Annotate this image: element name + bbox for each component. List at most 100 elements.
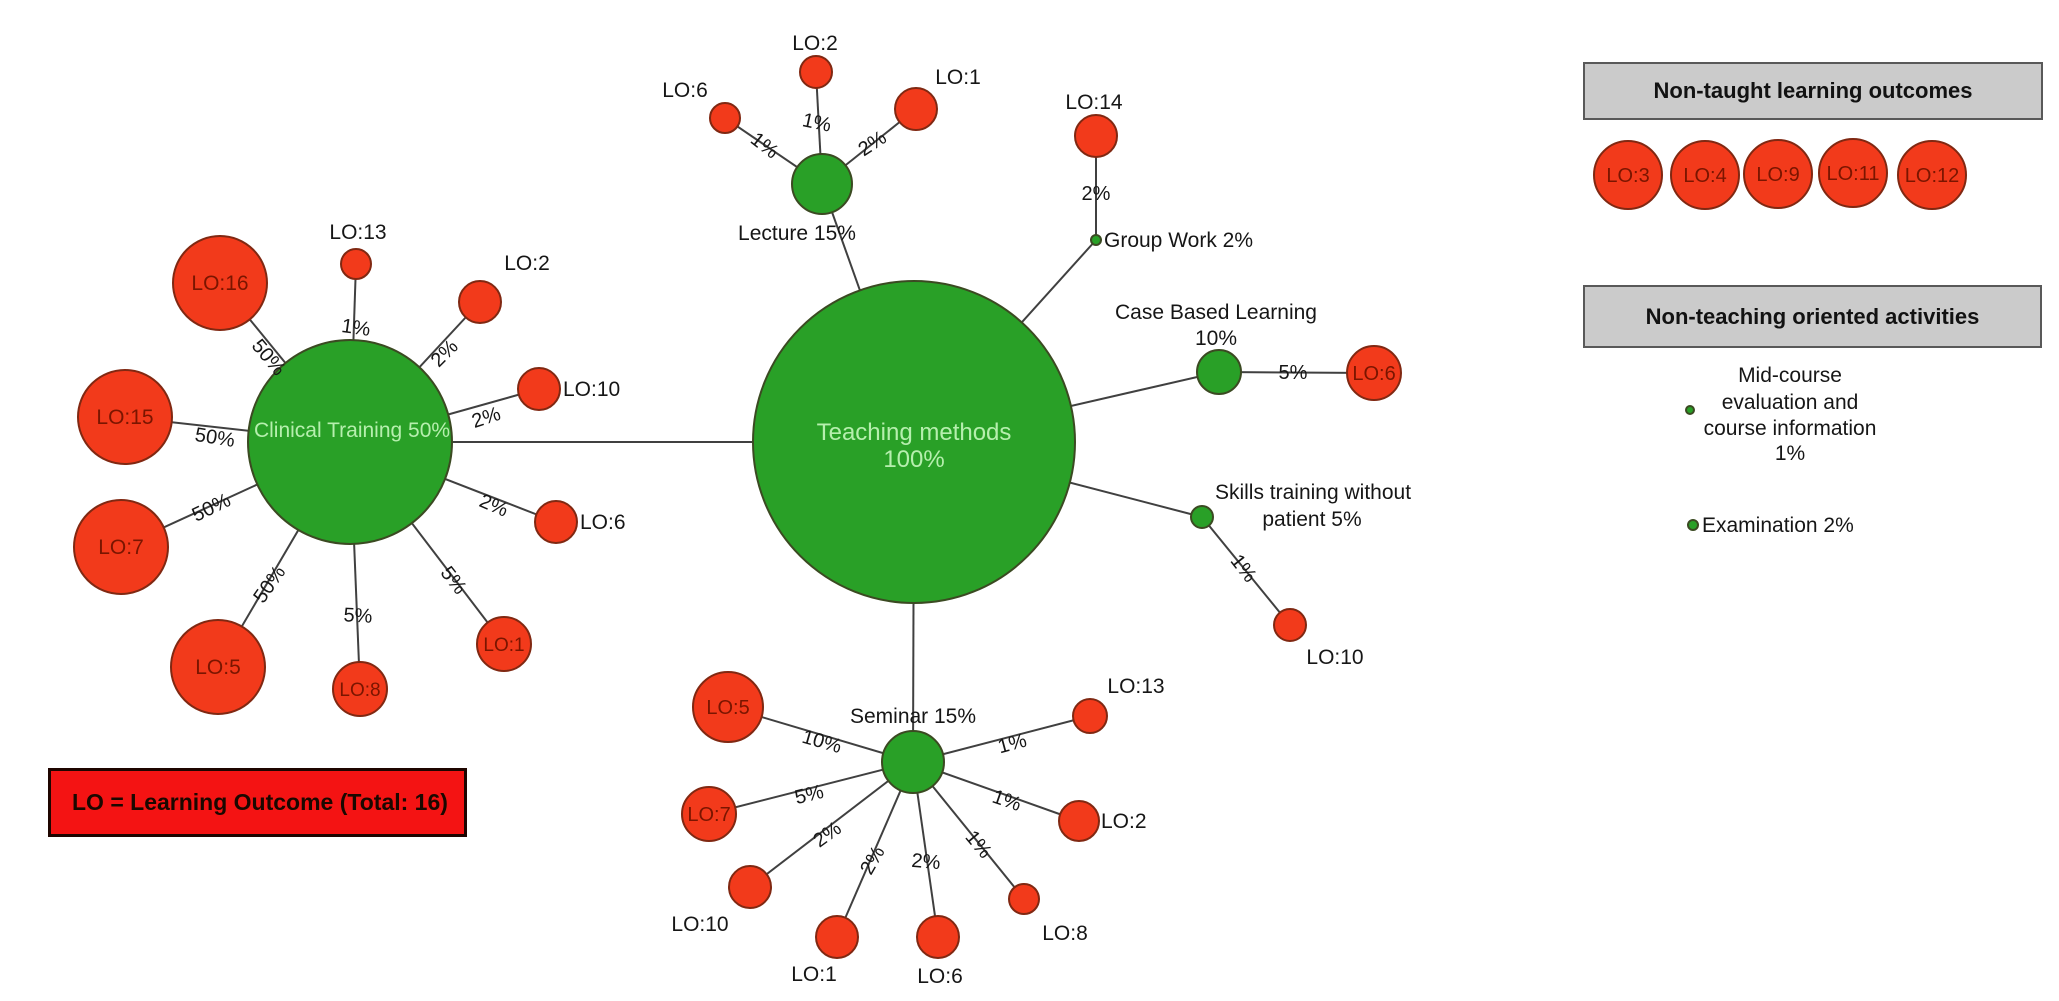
diagram-label: evaluation and [1722, 391, 1859, 414]
diagram-label: LO:13 [1107, 675, 1164, 698]
diagram-label: 2% [809, 817, 845, 852]
node-sem-lo1 [815, 915, 859, 959]
diagram-label: LO:1 [935, 66, 981, 89]
node-leg-lo11 [1818, 138, 1888, 208]
diagram-label: 5% [793, 781, 827, 809]
diagram-label: 2% [1082, 183, 1111, 205]
diagram-label: LO:5 [195, 656, 241, 679]
node-lec-lo6 [709, 102, 741, 134]
lo-definition-text: LO = Learning Outcome (Total: 16) [72, 789, 448, 815]
diagram-label: Teaching methods [817, 419, 1012, 446]
diagram-label: 10% [799, 726, 844, 758]
node-sem-lo2 [1058, 800, 1100, 842]
node-cl-lo1 [476, 616, 532, 672]
diagram-label: LO:6 [917, 965, 963, 988]
node-leg-lo4 [1670, 140, 1740, 210]
diagram-label: 5% [1279, 362, 1308, 384]
diagram-label: 5% [343, 604, 373, 627]
diagram-label: LO:2 [1101, 810, 1147, 833]
diagram-label: LO:2 [792, 32, 838, 55]
diagram-label: LO:10 [671, 913, 728, 936]
diagram-label: Seminar 15% [850, 705, 976, 728]
node-mid-course-dot [1685, 405, 1695, 415]
diagram-label: LO:12 [1905, 165, 1959, 187]
diagram-label: 1% [800, 109, 833, 137]
node-teaching [752, 280, 1076, 604]
node-gw-lo14 [1074, 114, 1118, 158]
edge-line [1201, 516, 1291, 626]
diagram-label: LO:3 [1606, 165, 1649, 187]
node-leg-lo9 [1743, 139, 1813, 209]
legend-non-taught-box: Non-taught learning outcomes [1583, 62, 2043, 120]
node-cl-lo15 [77, 369, 173, 465]
node-skills-training [1190, 505, 1214, 529]
diagram-label: 1% [340, 315, 372, 341]
diagram-label: LO:10 [1306, 646, 1363, 669]
diagram-label: LO:6 [580, 511, 626, 534]
diagram-label: Group Work 2% [1104, 229, 1253, 252]
diagram-label: LO:9 [1756, 164, 1799, 186]
node-case-based-learning [1196, 349, 1242, 395]
edge-line [708, 761, 914, 815]
node-sem-lo8 [1008, 883, 1040, 915]
node-cl-lo2 [458, 280, 502, 324]
diagram-label: LO:6 [662, 79, 708, 102]
diagram-label: 100% [883, 446, 944, 473]
diagram-label: 2% [854, 127, 890, 161]
diagram-label: LO:14 [1065, 91, 1123, 114]
diagram-label: Mid-course [1738, 364, 1842, 387]
edge-line [749, 761, 914, 888]
diagram-label: LO:11 [1827, 163, 1880, 185]
node-sem-lo5 [692, 671, 764, 743]
diagram-label: Examination 2% [1702, 514, 1854, 537]
node-cl-lo7 [73, 499, 169, 595]
diagram-label: 2% [856, 842, 890, 878]
diagram-label: LO:8 [1042, 922, 1088, 945]
node-group-work [1090, 234, 1102, 246]
diagram-label: LO:7 [687, 804, 730, 826]
diagram-label: LO:2 [504, 252, 550, 275]
node-seminar [881, 730, 945, 794]
legend-non-teaching-box: Non-teaching oriented activities [1583, 285, 2042, 348]
lo-definition-box: LO = Learning Outcome (Total: 16) [48, 768, 467, 837]
legend-non-teaching-title: Non-teaching oriented activities [1645, 303, 1980, 329]
legend-non-taught-title: Non-taught learning outcomes [1653, 78, 1973, 103]
diagram-label: 1% [746, 128, 782, 163]
node-cl-lo6 [534, 500, 578, 544]
node-leg-lo3 [1593, 140, 1663, 210]
node-lec-lo1 [894, 87, 938, 131]
diagram-label: 50% [189, 489, 235, 526]
diagram-label: Case Based Learning [1115, 301, 1317, 324]
diagram-label: LO:5 [706, 697, 749, 719]
diagram-label: LO:4 [1683, 165, 1726, 187]
node-sk-lo10 [1273, 608, 1307, 642]
diagram-label: Skills training without [1215, 481, 1411, 504]
node-examination-dot [1687, 519, 1699, 531]
node-cbl-lo6 [1346, 345, 1402, 401]
diagram-label: LO:6 [1352, 363, 1395, 385]
diagram-label: LO:1 [791, 963, 837, 986]
diagram-label: 2% [911, 850, 942, 874]
diagram-label: course information [1704, 417, 1877, 440]
node-sem-lo6 [916, 915, 960, 959]
node-cl-lo10 [517, 367, 561, 411]
diagram-label: LO:16 [191, 272, 248, 295]
node-lec-lo2 [799, 55, 833, 89]
diagram-label: LO:13 [329, 221, 386, 244]
node-clinical-training [247, 339, 453, 545]
diagram-label: 1% [995, 730, 1029, 759]
diagram-label: LO:10 [563, 378, 620, 401]
diagram-label: Clinical Training 50% [254, 419, 450, 442]
diagram-label: Lecture 15% [738, 222, 856, 245]
node-sem-lo7 [681, 786, 737, 842]
diagram-label: 1% [1775, 442, 1805, 465]
diagram-label: LO:7 [98, 536, 144, 559]
node-cl-lo5 [170, 619, 266, 715]
diagram-label: 50% [249, 562, 290, 608]
node-cl-lo8 [332, 661, 388, 717]
node-cl-lo13 [340, 248, 372, 280]
diagram-label: LO:1 [483, 635, 524, 656]
diagram-label: 10% [1195, 327, 1237, 350]
